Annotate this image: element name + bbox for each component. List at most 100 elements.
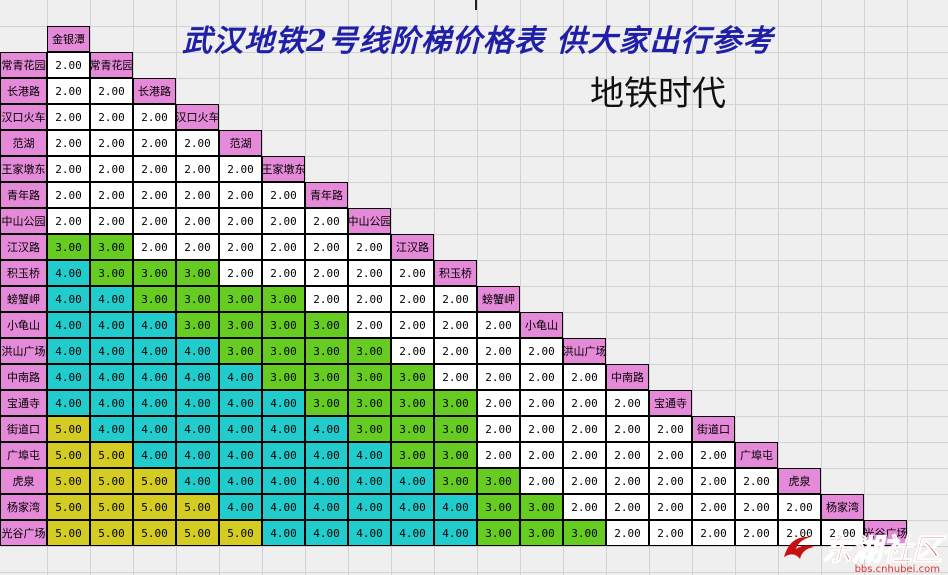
fare-cell: 3.00 (434, 442, 477, 468)
fare-cell: 2.00 (348, 234, 391, 260)
fare-cell: 2.00 (649, 416, 692, 442)
fare-cell: 3.00 (305, 312, 348, 338)
column-header-station: 中山公园 (348, 208, 391, 234)
fare-cell: 3.00 (477, 468, 520, 494)
grid-line (0, 156, 948, 157)
row-header-station: 常青花园 (0, 52, 47, 78)
fare-cell: 2.00 (520, 390, 563, 416)
fare-cell: 4.00 (47, 312, 90, 338)
fare-cell: 2.00 (90, 130, 133, 156)
fare-cell: 2.00 (133, 234, 176, 260)
grid-line (864, 0, 865, 575)
fare-cell: 4.00 (90, 338, 133, 364)
fare-cell: 3.00 (133, 286, 176, 312)
watermark-url: bbs.cnhubei.com (854, 564, 940, 575)
column-header-station: 宝通寺 (649, 390, 692, 416)
fare-cell: 2.00 (47, 52, 90, 78)
fare-cell: 4.00 (47, 364, 90, 390)
fare-cell: 4.00 (219, 390, 262, 416)
grid-line (907, 0, 908, 575)
fare-cell: 2.00 (133, 104, 176, 130)
fare-cell: 4.00 (305, 494, 348, 520)
fare-cell: 3.00 (90, 234, 133, 260)
fare-cell: 2.00 (90, 156, 133, 182)
fare-cell: 2.00 (692, 494, 735, 520)
fare-cell: 2.00 (348, 260, 391, 286)
fare-cell: 2.00 (348, 312, 391, 338)
fare-cell: 2.00 (47, 156, 90, 182)
grid-line (821, 0, 822, 575)
fare-cell: 2.00 (176, 156, 219, 182)
fare-cell: 4.00 (90, 416, 133, 442)
fare-cell: 2.00 (176, 182, 219, 208)
fare-cell: 4.00 (262, 442, 305, 468)
fare-cell: 4.00 (434, 520, 477, 546)
fare-cell: 2.00 (563, 390, 606, 416)
fare-cell: 2.00 (563, 494, 606, 520)
fare-cell: 5.00 (90, 520, 133, 546)
column-header-station: 虎泉 (778, 468, 821, 494)
fare-cell: 3.00 (90, 260, 133, 286)
fare-cell: 2.00 (606, 390, 649, 416)
fare-cell: 5.00 (133, 468, 176, 494)
fare-cell: 4.00 (176, 364, 219, 390)
fare-cell: 2.00 (133, 130, 176, 156)
fare-cell: 4.00 (305, 468, 348, 494)
fare-cell: 3.00 (262, 338, 305, 364)
column-header-station: 范湖 (219, 130, 262, 156)
fare-cell: 3.00 (262, 286, 305, 312)
fare-cell: 4.00 (434, 494, 477, 520)
fare-cell: 2.00 (563, 416, 606, 442)
fare-cell: 2.00 (520, 468, 563, 494)
fare-cell: 4.00 (47, 260, 90, 286)
fare-cell: 4.00 (348, 468, 391, 494)
fare-cell: 4.00 (262, 390, 305, 416)
column-header-station: 积玉桥 (434, 260, 477, 286)
fare-cell: 2.00 (391, 260, 434, 286)
fare-cell: 5.00 (47, 494, 90, 520)
fare-cell: 2.00 (434, 286, 477, 312)
row-header-station: 江汉路 (0, 234, 47, 260)
fare-cell: 3.00 (348, 416, 391, 442)
column-header-station: 螃蟹岬 (477, 286, 520, 312)
fare-cell: 4.00 (176, 338, 219, 364)
fare-cell: 4.00 (262, 416, 305, 442)
fare-cell: 2.00 (649, 494, 692, 520)
watermark: 东湖社区 (780, 525, 943, 569)
fare-cell: 4.00 (133, 364, 176, 390)
row-header-station: 中山公园 (0, 208, 47, 234)
column-header-station: 金银潭 (47, 26, 90, 52)
fare-cell: 5.00 (47, 442, 90, 468)
fare-cell: 2.00 (133, 208, 176, 234)
fare-cell: 2.00 (778, 494, 821, 520)
fare-cell: 2.00 (90, 104, 133, 130)
row-header-station: 杨家湾 (0, 494, 47, 520)
fare-cell: 4.00 (219, 416, 262, 442)
fare-cell: 3.00 (262, 364, 305, 390)
fare-cell: 2.00 (391, 338, 434, 364)
fare-cell: 3.00 (434, 416, 477, 442)
fare-cell: 3.00 (305, 338, 348, 364)
fare-cell: 3.00 (348, 338, 391, 364)
column-header-station: 洪山广场 (563, 338, 606, 364)
fare-cell: 2.00 (219, 208, 262, 234)
fare-cell: 2.00 (649, 442, 692, 468)
fare-cell: 2.00 (477, 338, 520, 364)
fare-cell: 5.00 (47, 468, 90, 494)
fare-cell: 4.00 (348, 520, 391, 546)
fare-cell: 2.00 (219, 156, 262, 182)
fare-cell: 4.00 (90, 364, 133, 390)
watermark-text: 东湖社区 (822, 533, 943, 569)
fare-cell: 3.00 (176, 260, 219, 286)
fare-cell: 4.00 (47, 338, 90, 364)
grid-line (0, 104, 948, 105)
fare-cell: 2.00 (606, 468, 649, 494)
grid-line (0, 52, 948, 53)
fare-cell: 2.00 (176, 130, 219, 156)
fare-cell: 2.00 (305, 208, 348, 234)
page-title: 武汉地铁2号线阶梯价格表 供大家出行参考 (182, 24, 774, 59)
fare-cell: 2.00 (735, 520, 778, 546)
fare-cell: 2.00 (262, 182, 305, 208)
fare-cell: 5.00 (133, 494, 176, 520)
fare-cell: 4.00 (133, 416, 176, 442)
